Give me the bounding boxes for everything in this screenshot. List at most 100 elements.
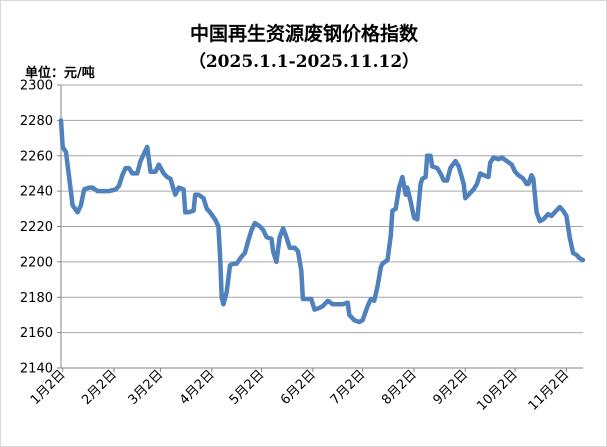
data-point (299, 268, 304, 273)
y-tick-label: 2240 (20, 185, 53, 200)
data-point (201, 196, 206, 200)
data-point (581, 258, 585, 262)
data-point (471, 187, 476, 192)
x-tick-label: 11月2日 (526, 367, 573, 414)
data-point (564, 214, 569, 218)
data-point (453, 159, 458, 163)
data-point (90, 185, 95, 190)
data-point (173, 192, 178, 197)
data-point (558, 205, 562, 209)
data-point (331, 302, 335, 307)
x-tick-label: 4月2日 (177, 367, 218, 408)
data-point (405, 185, 410, 190)
data-point (425, 154, 430, 158)
data-point (430, 164, 435, 169)
data-point (261, 228, 266, 232)
y-tick-label: 2140 (20, 362, 53, 377)
data-point (463, 196, 468, 200)
data-point (274, 260, 279, 264)
data-point (475, 182, 479, 186)
data-point (87, 185, 91, 190)
data-point (466, 192, 471, 197)
data-point (148, 169, 153, 174)
data-point (577, 256, 582, 261)
data-point (456, 164, 461, 169)
data-point (228, 263, 232, 268)
data-point (379, 265, 383, 270)
data-point (541, 217, 545, 222)
data-point (258, 224, 262, 229)
data-point (496, 157, 501, 162)
data-point (321, 304, 325, 308)
data-point (521, 176, 526, 181)
data-point (385, 258, 390, 262)
data-point (191, 208, 196, 213)
data-point (526, 182, 531, 186)
data-point (186, 210, 191, 215)
y-tick-label: 2280 (20, 114, 53, 129)
data-point (561, 208, 565, 213)
data-point (193, 192, 197, 197)
data-point (138, 159, 143, 163)
data-point (216, 224, 221, 229)
data-point (301, 297, 305, 301)
data-point (347, 313, 352, 317)
data-point (549, 214, 554, 218)
data-point (304, 297, 309, 301)
data-point (271, 249, 275, 254)
data-point (365, 304, 370, 308)
data-point (408, 199, 413, 204)
data-point (516, 173, 521, 177)
data-point (296, 249, 300, 254)
chart-subtitle: （2025.1.1-2025.11.12） (189, 51, 419, 72)
data-point (135, 171, 139, 176)
data-point (100, 189, 105, 193)
x-tick-label: 8月2日 (379, 367, 420, 408)
data-point (461, 182, 466, 186)
data-point (357, 320, 362, 324)
data-point (249, 228, 254, 232)
data-point (442, 178, 446, 183)
data-point (505, 159, 509, 163)
data-point (553, 210, 557, 215)
data-point (312, 307, 317, 312)
data-point (326, 299, 330, 303)
data-point (239, 254, 244, 259)
x-axis: 1月2日 2月2日 3月2日 4月2日 5月2日 6月2日 7月2日 8月2日 9月2日 10月2… (28, 367, 583, 414)
data-point (213, 217, 217, 222)
x-tick-label: 7月2日 (328, 367, 369, 408)
data-point (64, 150, 68, 154)
data-point (380, 261, 385, 266)
data-point (157, 162, 161, 167)
data-point (253, 221, 257, 225)
data-point (534, 210, 539, 215)
data-point (221, 302, 226, 307)
data-point (309, 297, 314, 301)
data-point (75, 210, 80, 215)
data-point (130, 171, 135, 176)
data-point (513, 169, 517, 174)
data-point (113, 187, 118, 192)
data-point (82, 187, 86, 192)
data-point (246, 238, 251, 243)
data-point (153, 169, 158, 174)
data-point (218, 254, 222, 259)
data-point (567, 235, 572, 239)
data-point (423, 175, 428, 179)
data-point (123, 166, 128, 170)
data-point (143, 148, 148, 153)
data-point (420, 176, 425, 181)
data-point (219, 295, 224, 300)
unit-label: 单位：元/吨 (25, 65, 95, 81)
data-point (281, 226, 285, 231)
y-tick-label: 2160 (20, 326, 53, 341)
data-point (397, 185, 401, 190)
x-tick-label: 5月2日 (227, 367, 268, 408)
data-point (231, 261, 236, 266)
data-point (428, 154, 433, 158)
data-point (352, 318, 357, 323)
data-point (127, 166, 131, 170)
data-point (478, 171, 483, 176)
